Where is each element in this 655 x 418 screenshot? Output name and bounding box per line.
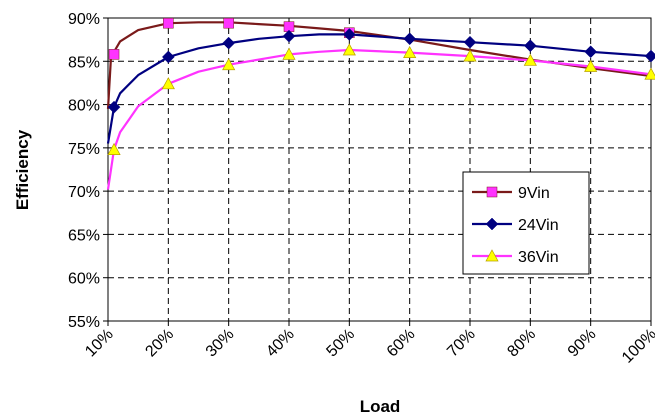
y-tick-label: 85% [68,54,100,71]
data-point [342,43,356,56]
legend-label: 9Vin [518,185,550,202]
x-tick-label: 40% [263,326,298,361]
data-point [108,49,120,60]
legend-marker [486,186,498,198]
y-tick-label: 75% [68,141,100,158]
series-layer [106,17,655,190]
legend: 9Vin 24Vin 36Vin [462,171,590,275]
series-24Vin [106,33,652,144]
data-point [282,47,296,60]
series-markers-24Vin [107,28,655,114]
y-axis-ticks: 55% 60% 65% 70% 75% 80% 85% 90% [68,11,108,331]
legend-label: 24Vin [518,217,559,234]
legend-item: 24Vin [472,217,559,234]
y-axis-title: Efficiency [13,129,32,210]
data-point [403,32,417,46]
y-tick-label: 55% [68,314,100,331]
data-point [342,28,356,41]
y-tick-label: 90% [68,11,100,28]
plot-area [107,17,652,322]
x-tick-label: 50% [323,326,358,361]
data-point [523,39,537,53]
x-axis-title: Load [360,397,401,416]
data-point [222,58,236,71]
data-point [463,35,477,49]
data-point [163,17,174,29]
legend-marker [485,249,499,262]
x-tick-label: 20% [142,326,177,361]
data-point [584,59,598,72]
series-markers-36Vin [107,43,655,155]
series-36Vin [106,48,652,190]
series-line [106,48,652,190]
data-point [584,45,598,59]
data-point [161,77,175,90]
data-point [107,142,121,155]
series-line [106,33,652,144]
x-tick-label: 30% [203,326,238,361]
x-tick-label: 90% [565,326,600,361]
data-point [222,36,236,50]
data-point [523,53,537,66]
series-markers-9Vin [108,17,355,60]
data-point [107,100,121,114]
series-line [106,21,652,109]
x-tick-label: 60% [384,326,419,361]
legend-label: 36Vin [518,249,559,266]
legend-item: 36Vin [472,249,559,266]
legend-item: 9Vin [472,185,550,202]
y-tick-label: 70% [68,184,100,201]
x-axis-ticks: 10% 20% 30% 40% 50% 60% 70% 80% 90% 100% [82,321,655,367]
data-point [161,50,175,64]
data-point [463,49,477,62]
data-point [644,67,655,80]
y-tick-label: 80% [68,98,100,115]
y-tick-label: 65% [68,227,100,244]
series-9Vin [106,21,652,109]
data-point [403,45,417,58]
x-tick-label: 80% [504,326,539,361]
data-point [282,29,296,43]
legend-marker [485,217,499,231]
x-tick-label: 100% [619,326,655,367]
x-tick-label: 10% [82,326,117,361]
y-tick-label: 60% [68,271,100,288]
x-tick-label: 70% [444,326,479,361]
data-point [644,49,655,63]
data-point [223,17,234,29]
